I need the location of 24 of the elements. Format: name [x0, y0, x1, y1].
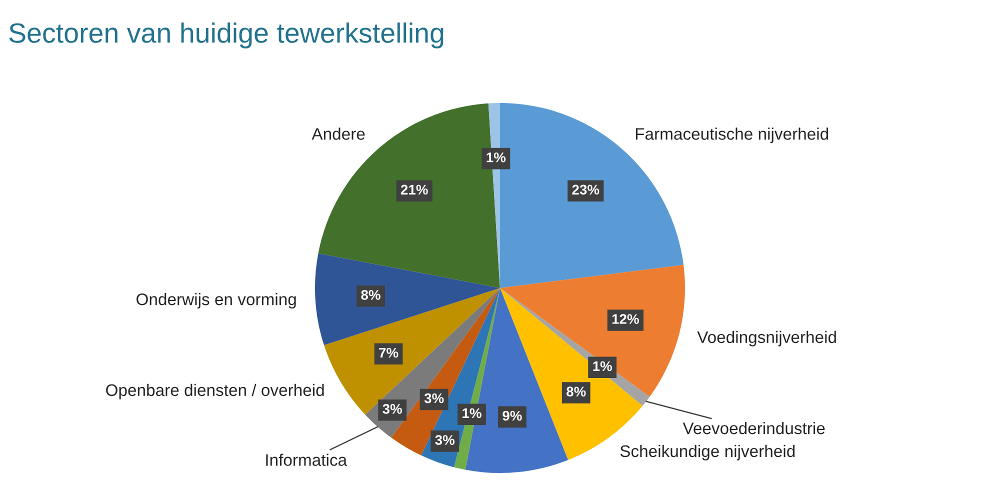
data-label: 3%: [382, 404, 402, 414]
data-label: 3%: [435, 435, 455, 445]
data-label: 21%: [400, 184, 428, 195]
data-label: 12%: [612, 314, 639, 324]
slice-label: Informatica: [266, 454, 348, 466]
data-label: 1%: [593, 361, 612, 372]
data-label: 1%: [462, 408, 482, 418]
data-label: 9%: [502, 410, 522, 421]
data-label: 3%: [424, 393, 444, 404]
data-label: 7%: [379, 348, 398, 358]
pie-slice: [315, 253, 500, 346]
slice-label: Farmaceutische nijverheid: [636, 128, 828, 144]
slice-label: Andere: [312, 128, 365, 140]
data-label: 8%: [361, 290, 380, 300]
slice-label: Openbare diensten / overheid: [106, 384, 324, 400]
pie-slice: [500, 264, 685, 397]
data-label: 8%: [566, 386, 586, 396]
slice-label: Veevoederindustrie: [682, 422, 825, 434]
chart-title: Sectoren van huidige tewerkstelling: [9, 22, 444, 48]
slice-label: Scheikundige nijverheid: [620, 444, 795, 460]
slice-label: Voedingsnijverheid: [697, 330, 836, 346]
data-label: 23%: [572, 184, 600, 195]
data-label: 1%: [486, 152, 506, 162]
slice-label: Onderwijs en vorming: [136, 293, 296, 309]
